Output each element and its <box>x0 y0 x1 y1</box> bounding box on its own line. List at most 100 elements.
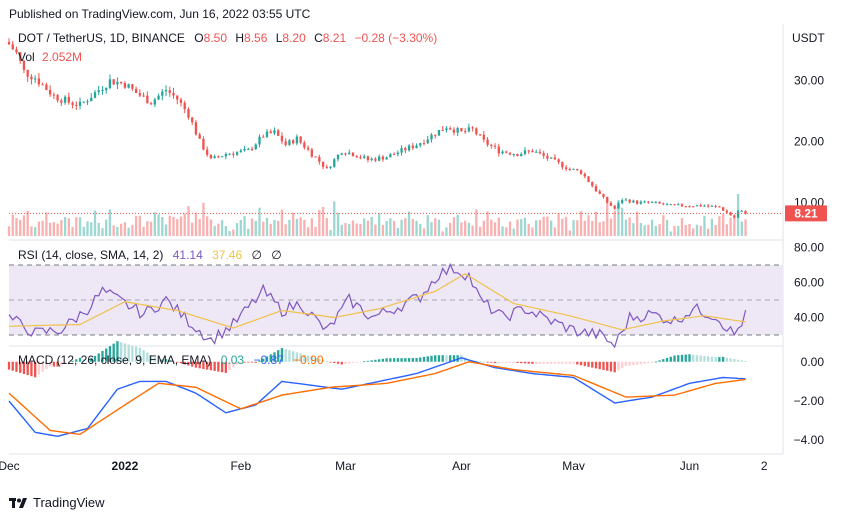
volume-bar <box>116 226 119 236</box>
volume-bar <box>250 218 254 236</box>
open-value: 8.50 <box>204 31 228 45</box>
volume-bar <box>314 226 317 236</box>
candle-body <box>733 215 736 218</box>
volume-bar <box>217 223 220 236</box>
macd-hist-bar <box>191 361 194 367</box>
candle-body <box>209 154 213 159</box>
macd-hist-bar <box>564 361 568 364</box>
volume-bar <box>232 229 235 236</box>
macd-hist-bar <box>63 361 67 364</box>
macd-hist-bar <box>194 361 198 368</box>
rsi-axis: 80.00 60.00 40.00 <box>794 241 824 325</box>
candle-body <box>280 135 284 142</box>
macd-hist-bar <box>142 350 145 362</box>
volume-bar <box>11 214 14 236</box>
volume-bar <box>325 218 328 236</box>
volume-bar <box>658 224 661 236</box>
volume-bar <box>269 223 272 236</box>
macd-tick-label: −2.00 <box>794 394 825 408</box>
volume-bar <box>149 221 153 236</box>
candle-body <box>572 168 575 170</box>
candle-body <box>482 134 486 140</box>
volume-bar <box>587 215 590 236</box>
candle-body <box>426 139 429 144</box>
macd-hist-bar <box>202 361 205 369</box>
candle-body <box>606 196 609 203</box>
macd-hist-bar <box>41 361 44 372</box>
candle-body <box>714 205 717 207</box>
macd-hist-bar <box>101 350 104 362</box>
volume-bar <box>561 218 564 236</box>
candle-body <box>157 95 160 100</box>
volume-bar <box>505 227 508 236</box>
candle-body <box>262 136 265 138</box>
volume-bar <box>692 228 695 236</box>
candle-body <box>116 81 119 85</box>
volume-bar <box>206 216 209 236</box>
volume-bar <box>52 222 56 236</box>
volume-bar <box>404 218 407 236</box>
volume-bar <box>538 219 542 236</box>
volume-bar <box>153 212 156 236</box>
volume-bar <box>549 220 553 236</box>
macd-hist-bar <box>183 361 186 365</box>
macd-hist-bar <box>60 361 63 366</box>
volume-bar <box>22 215 26 236</box>
candle-body <box>662 203 665 205</box>
candle-body <box>26 69 29 77</box>
time-tick-label: May <box>562 459 585 470</box>
macd-hist-bar <box>206 361 209 370</box>
volume-bar <box>568 230 571 236</box>
volume-bar <box>363 218 366 236</box>
candle-body <box>232 153 235 155</box>
volume-bar <box>677 225 680 236</box>
candle-body <box>654 201 657 203</box>
volume-bar <box>348 223 351 236</box>
candle-body <box>486 139 489 145</box>
volume-bar <box>415 220 418 236</box>
volume-bar <box>321 207 325 236</box>
candle-body <box>381 156 385 160</box>
volume-bar <box>680 218 684 236</box>
time-tick-label: 2 <box>761 459 768 470</box>
macd-signal-line <box>8 361 746 436</box>
macd-hist-bar <box>86 360 89 362</box>
macd-hist-bar <box>116 341 119 362</box>
candle-body <box>411 145 414 149</box>
volume-bar <box>15 217 18 236</box>
volume-bar <box>202 202 205 236</box>
candle-body <box>277 130 280 136</box>
macd-hist-bar <box>336 361 340 364</box>
candle-body <box>56 95 59 101</box>
macd-hist-bar <box>217 361 220 372</box>
volume-bar <box>299 217 302 236</box>
volume-bar <box>134 215 138 236</box>
candle-body <box>579 170 583 174</box>
volume-bar <box>606 203 609 236</box>
volume-bar <box>542 216 545 236</box>
low-label: L <box>276 31 283 45</box>
macd-hist-bar <box>262 358 265 362</box>
macd-hist-bar <box>632 361 635 366</box>
volume-bar <box>673 225 676 236</box>
candle-body <box>452 129 456 133</box>
macd-tick-label: 0.00 <box>801 355 825 369</box>
change-value: −0.28 (−3.30%) <box>354 31 437 45</box>
macd-hist-bar <box>209 361 213 371</box>
macd-hist-bar <box>134 346 138 362</box>
candle-body <box>303 142 306 148</box>
volume-bar <box>120 223 123 236</box>
candle-body <box>202 138 205 150</box>
volume-bar <box>407 211 411 236</box>
candle-body <box>321 161 325 167</box>
macd-hist-bar <box>366 360 370 362</box>
close-label: C <box>314 31 323 45</box>
macd-hist-bar <box>643 361 646 364</box>
volume-bar <box>714 225 717 236</box>
macd-hist-bar <box>355 361 358 363</box>
macd-hist-bar <box>475 360 478 362</box>
rsi-value: 41.14 <box>173 248 203 262</box>
candle-body <box>549 157 553 159</box>
rsi-line <box>8 262 747 349</box>
